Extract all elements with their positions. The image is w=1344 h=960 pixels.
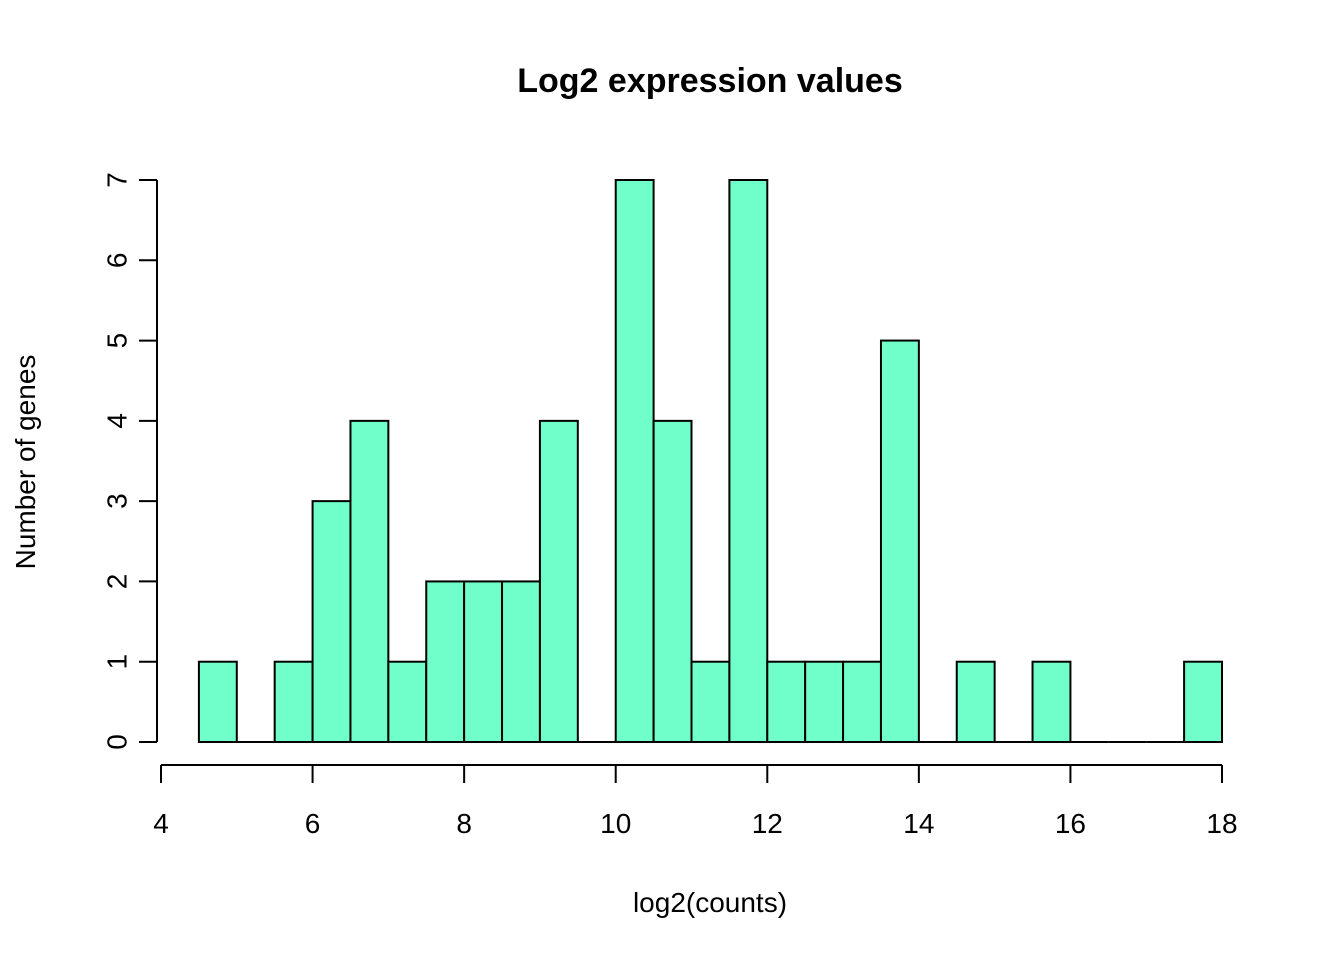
histogram-bar bbox=[197, 660, 238, 744]
histogram-bar bbox=[690, 660, 731, 744]
y-tick-label: 7 bbox=[102, 172, 133, 188]
chart-title: Log2 expression values bbox=[517, 62, 903, 100]
x-tick-label: 4 bbox=[153, 808, 169, 839]
histogram-bars bbox=[197, 179, 1224, 744]
histogram-bar bbox=[273, 660, 314, 744]
y-tick-label: 0 bbox=[102, 734, 133, 750]
y-tick-label: 5 bbox=[102, 333, 133, 349]
x-tick-label: 6 bbox=[305, 808, 321, 839]
x-tick-label: 12 bbox=[752, 808, 783, 839]
x-tick-label: 18 bbox=[1206, 808, 1237, 839]
x-tick-label: 10 bbox=[600, 808, 631, 839]
y-tick-label: 3 bbox=[102, 493, 133, 509]
histogram-bar bbox=[1031, 660, 1072, 744]
x-tick-label: 8 bbox=[456, 808, 472, 839]
histogram-bar bbox=[1183, 660, 1224, 744]
x-axis: 4 6 8 10 12 14 16 18 bbox=[153, 764, 1238, 839]
histogram-bar bbox=[728, 179, 769, 743]
histogram-bar bbox=[955, 660, 996, 744]
histogram-bar bbox=[463, 580, 504, 744]
histogram-bar bbox=[349, 419, 390, 743]
histogram-bar bbox=[842, 660, 882, 744]
x-tick-label: 14 bbox=[903, 808, 934, 839]
x-axis-label: log2(counts) bbox=[633, 887, 787, 918]
y-tick-label: 2 bbox=[102, 574, 133, 590]
histogram-bar bbox=[879, 339, 920, 743]
histogram-bar bbox=[766, 660, 807, 744]
y-tick-label: 6 bbox=[102, 252, 133, 268]
histogram-bar bbox=[425, 580, 466, 744]
y-axis: 0 1 2 3 4 5 6 7 bbox=[102, 172, 158, 750]
histogram-bar bbox=[614, 179, 655, 743]
y-tick-label: 4 bbox=[102, 413, 133, 429]
histogram-bar bbox=[311, 500, 352, 743]
x-tick-label: 16 bbox=[1055, 808, 1086, 839]
histogram-bar bbox=[501, 580, 541, 744]
y-tick-label: 1 bbox=[102, 654, 133, 670]
y-axis-label: Number of genes bbox=[10, 355, 41, 570]
histogram-bar bbox=[652, 419, 693, 743]
histogram-bar bbox=[538, 419, 579, 743]
histogram-bar bbox=[804, 660, 845, 744]
histogram-bar bbox=[387, 660, 428, 744]
